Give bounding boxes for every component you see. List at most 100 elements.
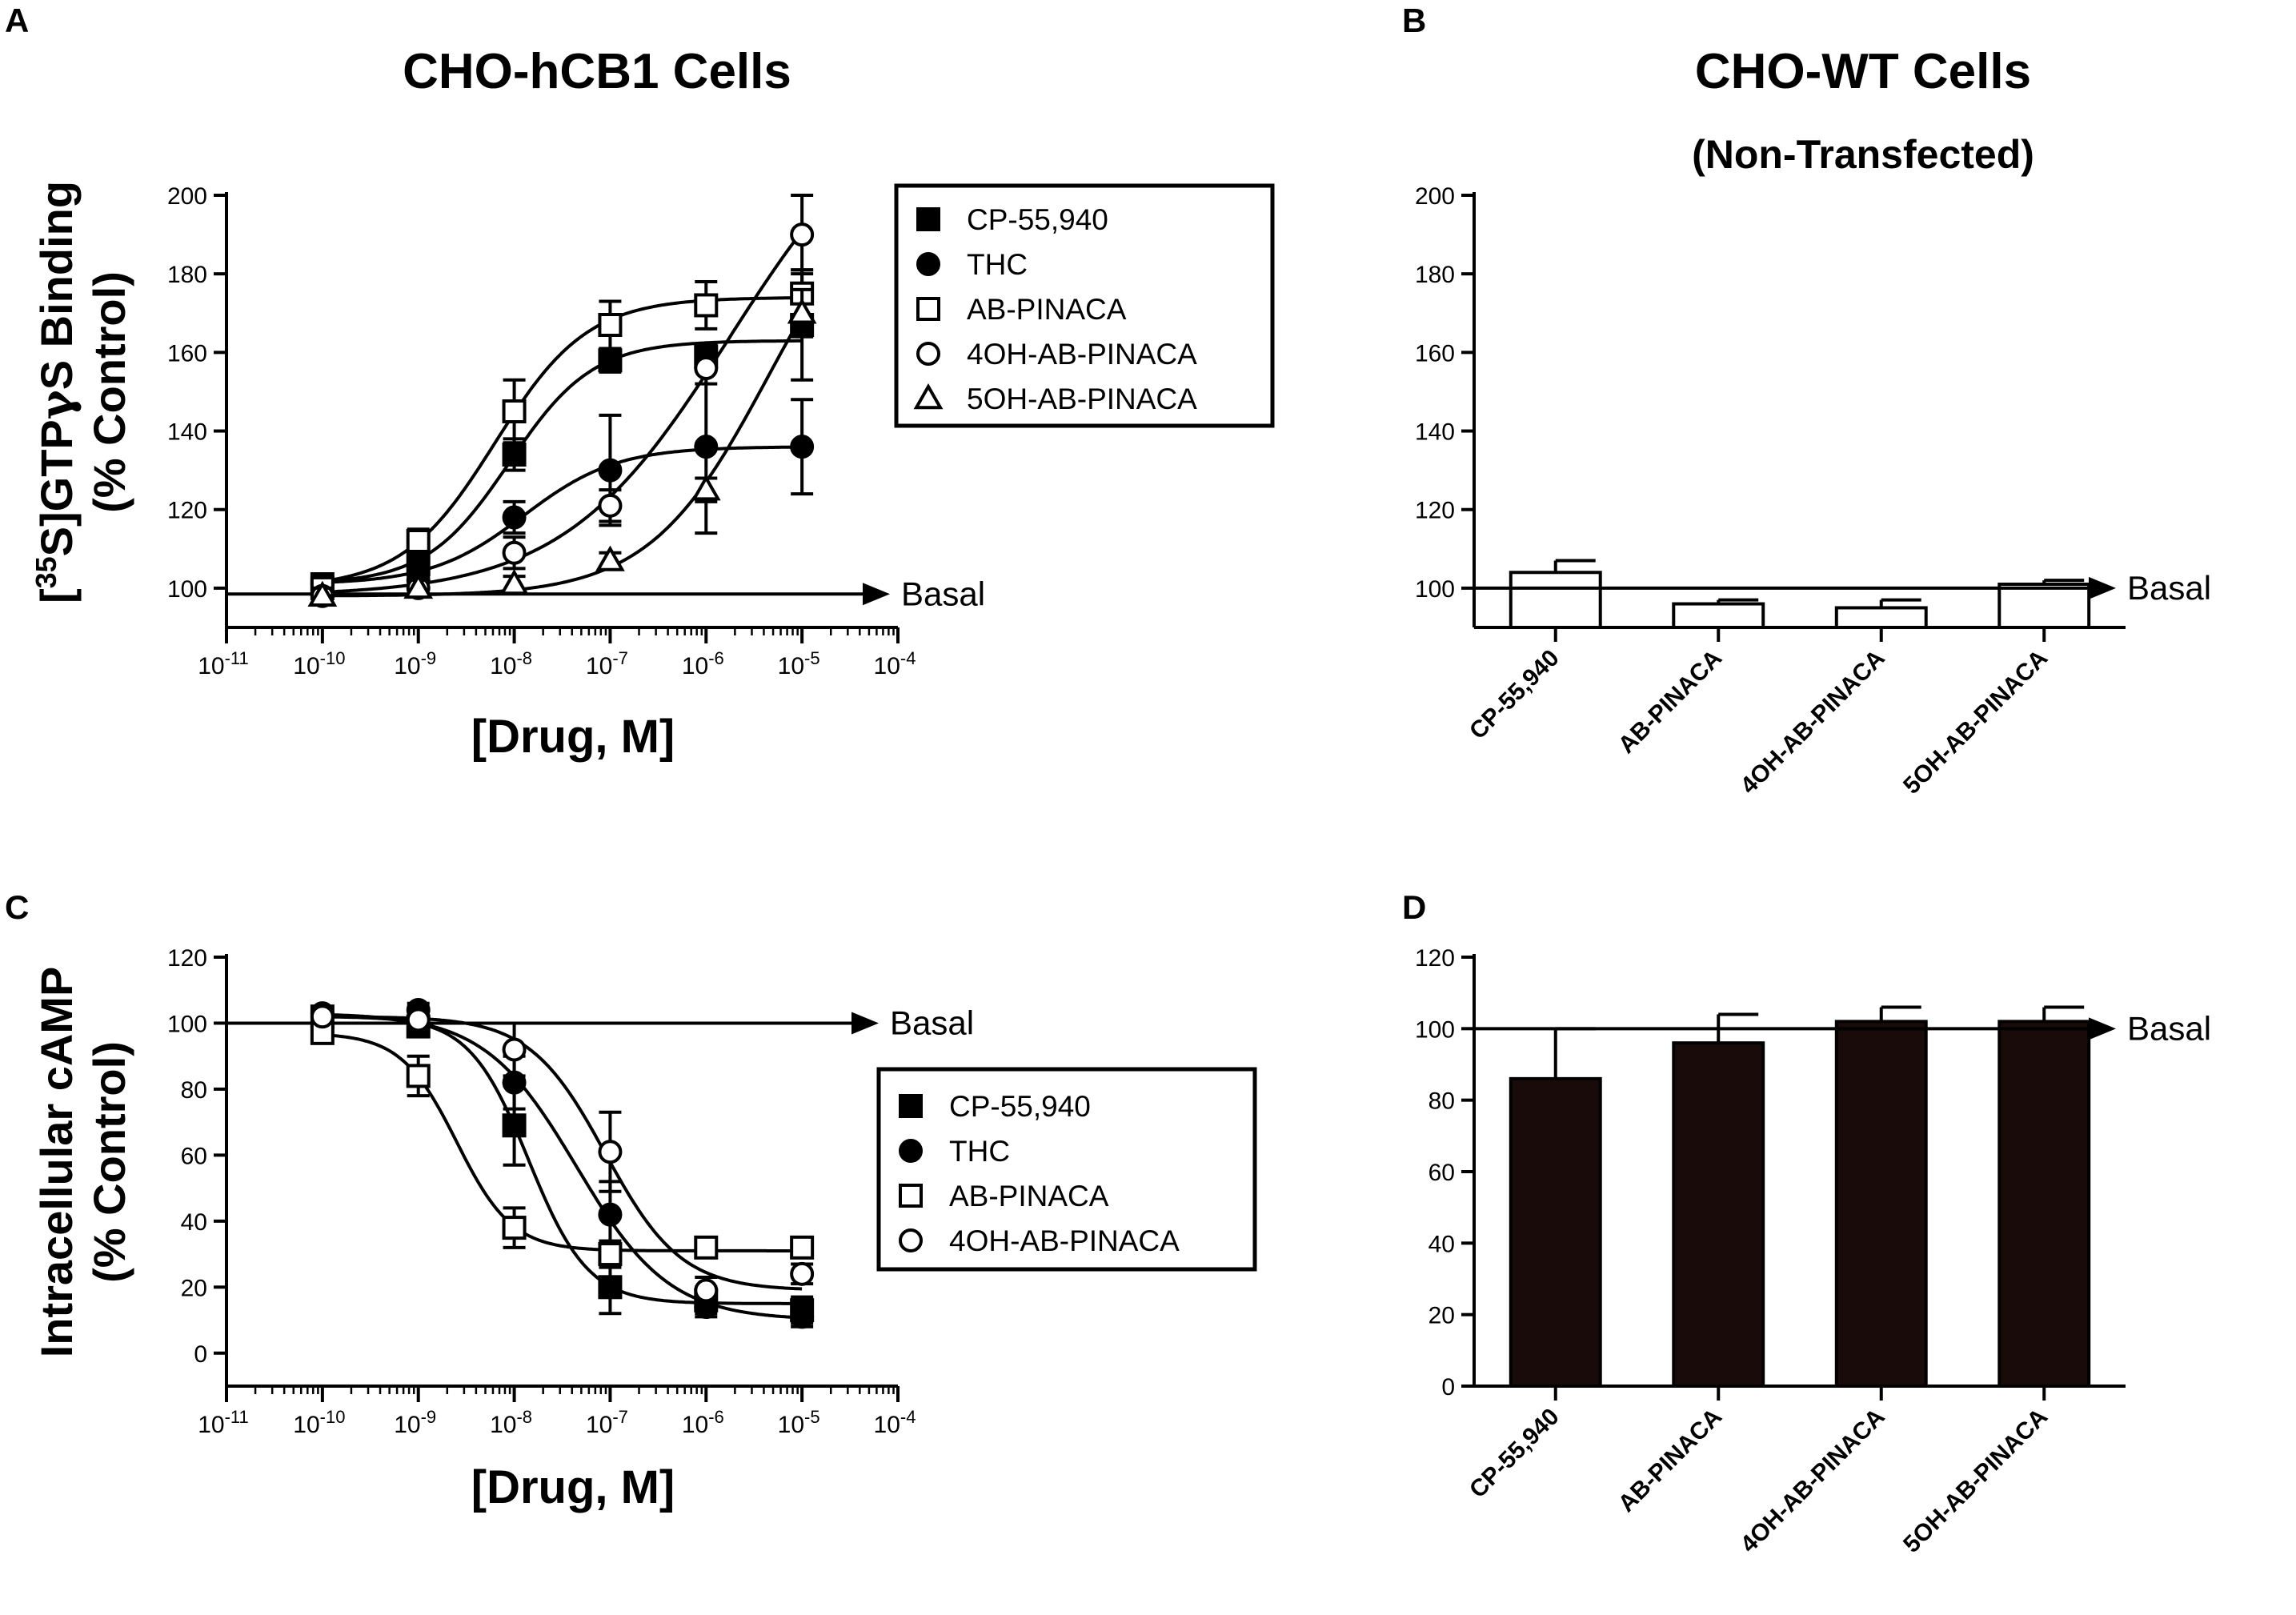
fit-curve bbox=[322, 1012, 803, 1320]
y-tick-label: 180 bbox=[167, 262, 207, 288]
y-tick-label: 120 bbox=[1415, 498, 1455, 524]
legend-entry-cp-55-940: CP-55,940 bbox=[949, 1090, 1091, 1123]
basal-label: Basal bbox=[2127, 1009, 2211, 1047]
data-point bbox=[502, 1037, 527, 1062]
data-point bbox=[598, 1202, 623, 1227]
legend-marker bbox=[916, 342, 940, 366]
y-tick-label: 200 bbox=[1415, 183, 1455, 210]
y-tick-label: 20 bbox=[1428, 1303, 1455, 1329]
y-tick-label: 120 bbox=[1415, 945, 1455, 972]
data-point bbox=[502, 1113, 527, 1138]
basal-arrow-head bbox=[851, 1012, 879, 1035]
data-point bbox=[406, 1008, 431, 1032]
x-tick-label: 10-9 bbox=[394, 1407, 436, 1438]
y-tick-label: 100 bbox=[1415, 576, 1455, 603]
legend-entry-4oh-ab-pinaca: 4OH-AB-PINACA bbox=[949, 1224, 1180, 1257]
data-point bbox=[598, 348, 623, 373]
legend-marker bbox=[913, 383, 944, 410]
panel-letter-d: D bbox=[1402, 888, 1426, 926]
data-point bbox=[502, 540, 527, 565]
y-tick-label: 120 bbox=[167, 945, 207, 972]
data-point bbox=[598, 1140, 623, 1164]
data-point bbox=[502, 443, 527, 467]
y-tick-label: 0 bbox=[194, 1341, 207, 1368]
series-4oh-ab-pinaca bbox=[310, 1004, 815, 1305]
category-label-4oh-ab-pinaca: 4OH-AB-PINACA bbox=[1736, 1404, 1890, 1558]
data-point bbox=[790, 222, 815, 247]
panel-c-xlabel: [Drug, M] bbox=[471, 1461, 675, 1513]
legend: CP-55,940 THC AB-PINACA 4OH-AB-PINACA 5OH-AB… bbox=[894, 183, 1275, 428]
category-label-4oh-ab-pinaca: 4OH-AB-PINACA bbox=[1736, 645, 1890, 799]
fit-curve bbox=[322, 230, 803, 594]
y-tick-label: 160 bbox=[1415, 340, 1455, 367]
x-tick-label: 10-4 bbox=[874, 1407, 916, 1438]
legend-box bbox=[894, 183, 1275, 428]
y-tick-label: 60 bbox=[181, 1143, 207, 1169]
y-tick-label: 60 bbox=[1428, 1160, 1455, 1186]
panel-d: D 0 20 40 60 80 100 120 CP-55,940 AB-PINACA 4OH-A… bbox=[1402, 888, 2211, 1558]
category-label-cp-55-940: CP-55,940 bbox=[1465, 645, 1565, 745]
panel-c-plot: 0 20 40 60 80 100 120 10-11 10-10 10-9 10-8 10-7 10-… bbox=[167, 945, 1257, 1438]
data-point bbox=[694, 293, 719, 318]
data-point bbox=[595, 545, 625, 571]
y-tick-label: 160 bbox=[167, 340, 207, 367]
data-point bbox=[406, 529, 431, 553]
data-point bbox=[598, 493, 623, 518]
y-tick-label: 180 bbox=[1415, 262, 1455, 288]
y-tick-label: 140 bbox=[1415, 419, 1455, 446]
legend-marker bbox=[899, 1184, 923, 1208]
legend-entry-ab-pinaca: AB-PINACA bbox=[949, 1180, 1109, 1212]
y-tick-label: 20 bbox=[181, 1275, 207, 1301]
svg-text:Intracellular cAMP: Intracellular cAMP bbox=[31, 967, 82, 1358]
x-tick-label: 10-7 bbox=[586, 1407, 628, 1438]
panel-a-xlabel: [Drug, M] bbox=[471, 711, 675, 763]
data-point bbox=[310, 1004, 335, 1029]
legend-entry-5oh-ab-pinaca: 5OH-AB-PINACA bbox=[967, 383, 1197, 415]
x-tick-label: 10-11 bbox=[198, 1407, 249, 1438]
fit-curve bbox=[322, 445, 803, 584]
basal-label: Basal bbox=[890, 1004, 974, 1041]
bar-ab-pinaca bbox=[1672, 602, 1765, 630]
y-tick-label: 40 bbox=[1428, 1231, 1455, 1257]
x-tick-label: 10-8 bbox=[490, 648, 532, 679]
data-point bbox=[502, 505, 527, 530]
panel-a: A CHO-hCB1 Cells [35S]GTPγS Binding (% C… bbox=[5, 2, 1275, 763]
svg-text:(% Control): (% Control) bbox=[84, 1041, 134, 1283]
series-5oh-ab-pinaca bbox=[307, 287, 817, 607]
panel-b-title: CHO-WT Cells bbox=[1695, 44, 2031, 99]
y-tick-label: 0 bbox=[1441, 1374, 1455, 1401]
y-tick-label: 80 bbox=[181, 1077, 207, 1104]
y-tick-label: 100 bbox=[167, 1011, 207, 1037]
legend-marker bbox=[916, 252, 940, 276]
data-point bbox=[598, 313, 623, 337]
fit-curve bbox=[322, 1015, 803, 1305]
data-point bbox=[502, 399, 527, 423]
x-tick-label: 10-8 bbox=[490, 1407, 532, 1438]
y-tick-label: 40 bbox=[181, 1209, 207, 1236]
data-point bbox=[499, 569, 529, 595]
category-label-ab-pinaca: AB-PINACA bbox=[1613, 1404, 1727, 1517]
legend-marker bbox=[916, 207, 940, 231]
y-tick-label: 140 bbox=[167, 419, 207, 446]
legend: CP-55,940 THC AB-PINACA 4OH-AB-PINACA bbox=[876, 1067, 1257, 1272]
legend-entry-thc: THC bbox=[967, 248, 1028, 281]
data-point bbox=[598, 1242, 623, 1267]
category-label-5oh-ab-pinaca: 5OH-AB-PINACA bbox=[1898, 1404, 2053, 1558]
panel-b-subtitle: (Non-Transfected) bbox=[1692, 132, 2034, 177]
bar-5oh-ab-pinaca bbox=[1997, 583, 2091, 629]
data-point bbox=[403, 572, 434, 599]
fit-curve bbox=[322, 1015, 803, 1291]
bar-5oh-ab-pinaca bbox=[1997, 1020, 2091, 1389]
basal-arrow-head bbox=[2089, 1017, 2116, 1040]
svg-text:(% Control): (% Control) bbox=[84, 271, 134, 513]
data-point bbox=[502, 1216, 527, 1240]
y-tick-label: 200 bbox=[167, 183, 207, 210]
legend-marker bbox=[899, 1228, 923, 1252]
svg-text:[35S]GTPγS Binding: [35S]GTPγS Binding bbox=[30, 181, 83, 603]
data-point bbox=[787, 298, 817, 324]
bar-cp-55-940 bbox=[1509, 1076, 1602, 1389]
y-tick-label: 80 bbox=[1428, 1088, 1455, 1115]
legend-marker bbox=[899, 1139, 923, 1163]
x-tick-label: 10-9 bbox=[394, 648, 436, 679]
series-4oh-ab-pinaca bbox=[310, 194, 815, 608]
